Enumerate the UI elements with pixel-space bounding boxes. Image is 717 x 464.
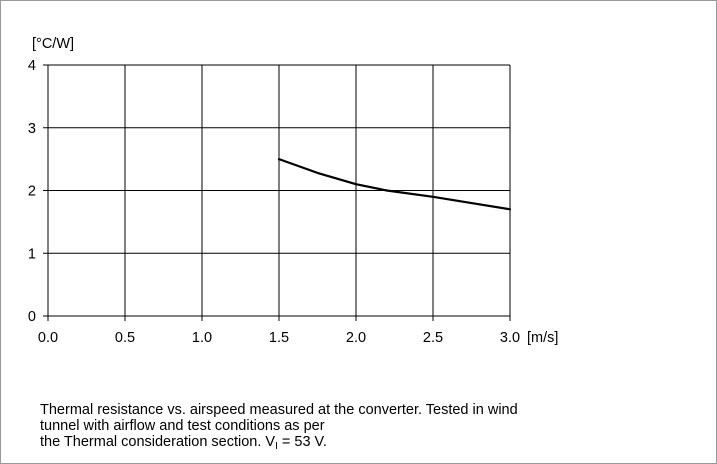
caption-line-2: tunnel with airflow and test conditions … xyxy=(40,418,325,434)
tick-labels: 0.0 0.5 1.0 1.5 2.0 2.5 3.0 0 1 2 3 4 xyxy=(28,58,520,346)
y-tick-label: 4 xyxy=(28,58,36,74)
caption-subscript: I xyxy=(275,441,278,452)
axes xyxy=(43,64,511,321)
figure-caption: Thermal resistance vs. airspeed measured… xyxy=(40,402,700,452)
thermal-resistance-line xyxy=(277,158,512,211)
x-axis-label: [m/s] xyxy=(527,330,558,346)
x-tick-label: 2.5 xyxy=(423,330,443,346)
x-tick-label: 1.0 xyxy=(192,330,212,346)
grid xyxy=(48,64,511,316)
x-tick-label: 0.0 xyxy=(38,330,58,346)
x-tick-label: 2.0 xyxy=(346,330,366,346)
caption-line-3: the Thermal consideration section. VI = … xyxy=(40,434,700,452)
x-tick-label: 3.0 xyxy=(500,330,520,346)
y-tick-label: 3 xyxy=(28,121,36,137)
caption-line-1: Thermal resistance vs. airspeed measured… xyxy=(40,402,518,418)
x-tick-label: 1.5 xyxy=(269,330,289,346)
y-axis-label: [°C/W] xyxy=(32,36,74,52)
caption-line-3-prefix: the Thermal consideration section. V xyxy=(40,434,276,450)
x-tick-label: 0.5 xyxy=(115,330,135,346)
y-tick-label: 2 xyxy=(28,184,36,200)
y-tick-label: 0 xyxy=(28,309,36,325)
caption-line-3-suffix: = 53 V. xyxy=(277,434,327,450)
series-layer xyxy=(277,158,512,211)
y-tick-label: 1 xyxy=(28,246,36,262)
